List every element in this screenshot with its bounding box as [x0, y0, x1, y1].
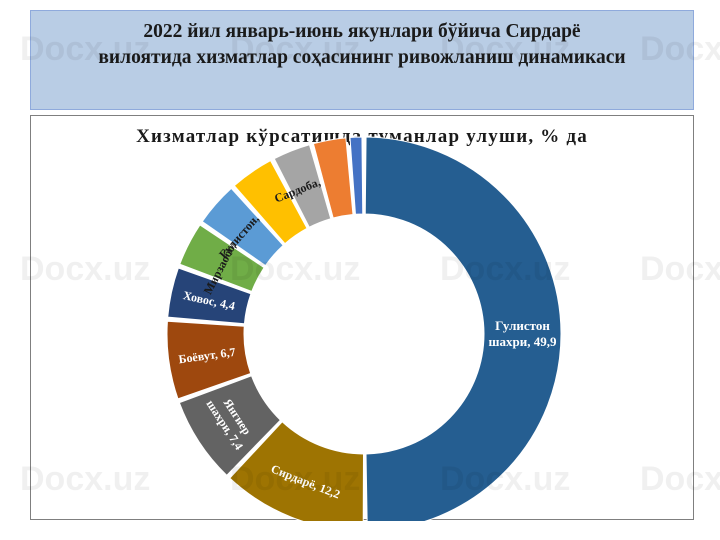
- donut-slice-0: [364, 136, 562, 521]
- slice-label-text: шахри, 49,9: [489, 334, 557, 349]
- donut-slice-5: [179, 224, 265, 293]
- chart-title: Хизматлар кўрсатишда туманлар улуши, % д…: [136, 126, 588, 147]
- slide-title-line-2: вилоятида хизматлар соҳасининг ривожлани…: [98, 47, 626, 68]
- donut-slice-10: [349, 136, 364, 215]
- slide-title: 2022 йил январь-июнь якунлари бўйича Сир…: [31, 19, 693, 71]
- slide-title-line-1: 2022 йил январь-июнь якунлари бўйича Сир…: [143, 21, 581, 42]
- donut-slice-9: [312, 137, 354, 219]
- slice-label-text: Гулистон: [495, 318, 550, 333]
- donut-slice-3: [166, 320, 252, 400]
- donut-slice-7: [233, 159, 308, 245]
- donut-slice-1: [229, 421, 364, 521]
- donut-slice-6: [201, 187, 284, 267]
- chart-frame: Хизматлар кўрсатишда туманлар улуши, % д…: [30, 115, 694, 521]
- donut-slice-2: [178, 375, 282, 477]
- slide-header: 2022 йил январь-июнь якунлари бўйича Сир…: [30, 10, 694, 110]
- donut-slice-4: [167, 267, 252, 325]
- donut-slice-8: [273, 144, 332, 228]
